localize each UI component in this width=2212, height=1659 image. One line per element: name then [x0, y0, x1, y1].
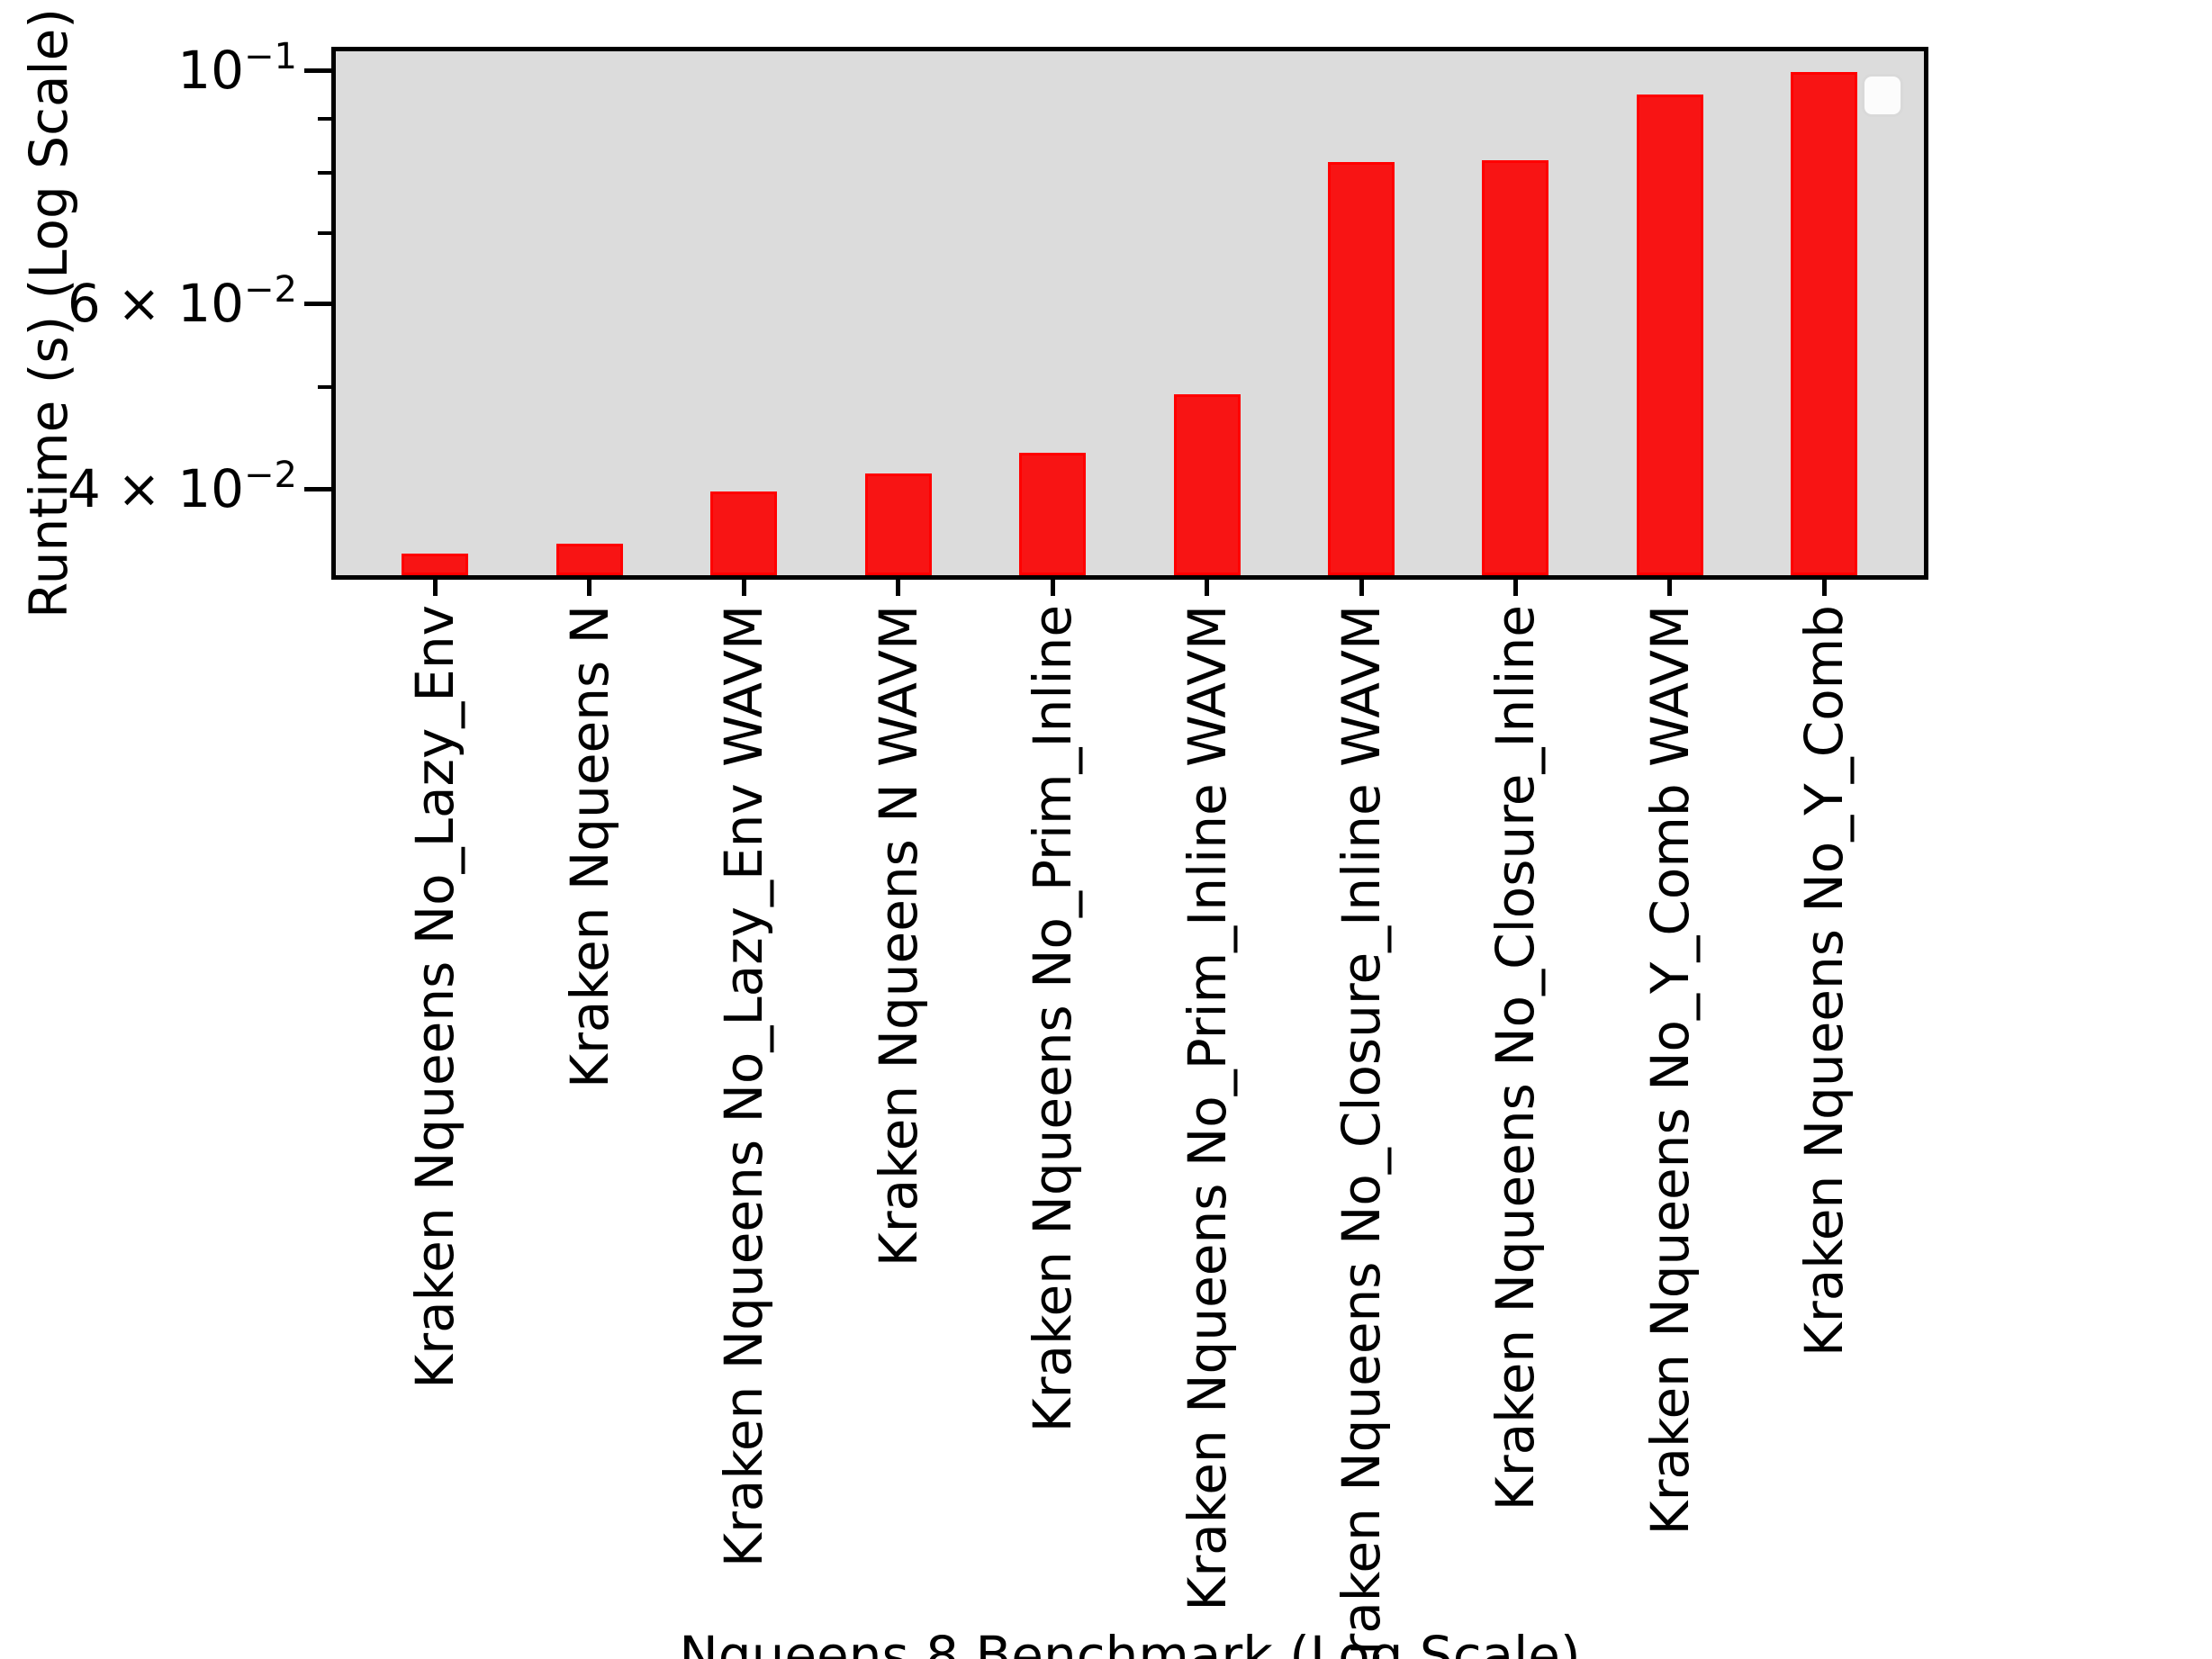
bar [710, 491, 778, 575]
x-category-label: Kraken Nqueens No_Lazy_Env [404, 605, 466, 1389]
x-tick [1205, 580, 1210, 596]
x-tick [1667, 580, 1673, 596]
x-category-label: Kraken Nqueens N WAVM [867, 605, 929, 1267]
legend-box [1862, 74, 1903, 117]
bar [1173, 394, 1241, 575]
y-minor-tick [318, 231, 334, 236]
x-tick [1821, 580, 1827, 596]
x-tick [896, 580, 901, 596]
x-tick [741, 580, 746, 596]
bar [555, 543, 623, 575]
x-category-label: Kraken Nqueens N [558, 605, 620, 1088]
y-tick-label: 4 × 10−2 [67, 455, 297, 519]
y-minor-tick [318, 116, 334, 121]
x-category-label: Kraken Nqueens No_Lazy_Env WAVM [713, 605, 775, 1568]
x-category-label: Kraken Nqueens No_Y_Comb [1793, 605, 1855, 1357]
x-category-label: Kraken Nqueens No_Prim_Inline WAVM [1176, 605, 1238, 1611]
x-tick [1359, 580, 1364, 596]
x-category-label: Kraken Nqueens No_Closure_Inline [1485, 605, 1547, 1511]
y-major-tick [304, 301, 334, 306]
y-major-tick [304, 486, 334, 491]
x-tick [432, 580, 438, 596]
bar [1328, 162, 1395, 575]
x-tick [587, 580, 592, 596]
x-category-label: Kraken Nqueens No_Y_Comb WAVM [1639, 605, 1701, 1536]
y-tick-label: 6 × 10−2 [67, 269, 297, 335]
x-category-label: Kraken Nqueens No_Prim_Inline [1022, 605, 1084, 1433]
y-tick-label: 10−1 [177, 36, 297, 102]
bar [1636, 94, 1703, 575]
x-category-label: Kraken Nqueens No_Closure_Inline WAVM [1331, 605, 1392, 1659]
bar [402, 554, 469, 575]
bar [1791, 71, 1858, 575]
bar [864, 473, 932, 575]
y-axis-label: Runtime (s) (Log Scale) [18, 8, 79, 618]
x-tick [1050, 580, 1055, 596]
x-tick [1512, 580, 1518, 596]
y-major-tick [304, 68, 334, 73]
bar [1019, 452, 1087, 575]
x-axis-title: Nqueens 8 Benchmark (Log Scale) [679, 1625, 1581, 1659]
y-minor-tick [318, 384, 334, 389]
y-minor-tick [318, 170, 334, 175]
bar [1482, 160, 1549, 575]
